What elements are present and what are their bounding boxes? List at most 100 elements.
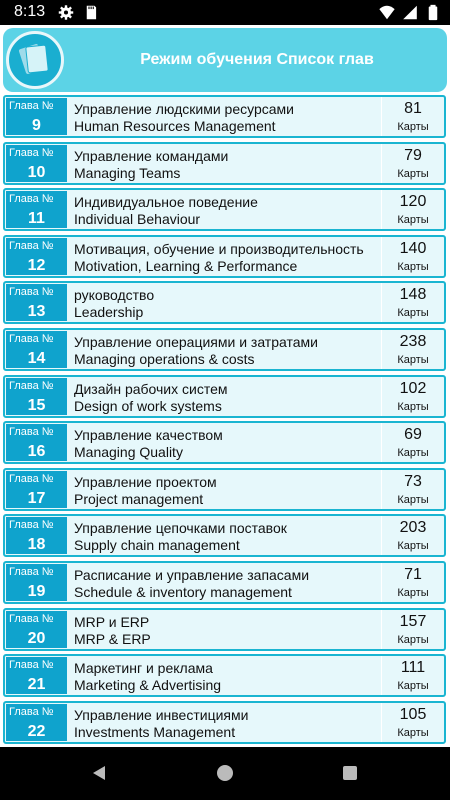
chapter-number: 10 [27, 163, 46, 181]
chapter-title-en: Managing Quality [74, 444, 183, 461]
chapter-row-18[interactable]: Глава № 18 Управление цепочками поставок Su… [3, 514, 446, 558]
chapter-badge: Глава № 13 [6, 284, 67, 322]
card-count: 102 [399, 379, 427, 397]
chapter-title-en: MRP & ERP [74, 630, 151, 647]
chapter-number: 13 [27, 303, 46, 321]
chapter-title-en: Leadership [74, 304, 144, 321]
sd-card-icon [86, 5, 97, 20]
chapter-row-19[interactable]: Глава № 19 Расписание и управление запасам… [3, 561, 446, 604]
card-count-unit: Карты [397, 633, 429, 646]
chapter-title-en: Marketing & Advertising [74, 677, 222, 694]
chapter-number: 17 [27, 489, 46, 507]
chapter-prefix-label: Глава № [9, 566, 54, 578]
header-bar: Режим обучения Список глав [3, 28, 447, 92]
back-icon[interactable] [90, 763, 110, 783]
card-count-unit: Карты [397, 354, 429, 366]
signal-icon [403, 5, 417, 20]
card-count: 203 [399, 519, 427, 537]
chapter-prefix-label: Глава № [9, 472, 54, 485]
card-count-unit: Карты [397, 587, 429, 599]
chapter-title-en: Design of work systems [74, 397, 222, 414]
chapter-row-11[interactable]: Глава № 11 Индивидуальное поведение Individ… [3, 188, 446, 232]
chapter-number: 19 [27, 583, 46, 600]
status-bar: 8:13 [0, 0, 450, 25]
chapter-row-12[interactable]: Глава № 12 Мотивация, обучение и производи… [3, 234, 446, 278]
chapter-row-16[interactable]: Глава № 16 Управление качеством Managing Qu… [3, 421, 446, 465]
cards-logo-icon [18, 44, 49, 74]
chapter-title-ru: Управление операциями и затратами [74, 334, 318, 350]
row-divider [381, 423, 382, 463]
row-divider [381, 656, 382, 696]
card-count: 111 [400, 659, 426, 677]
chapter-badge: Глава № 14 [6, 331, 67, 368]
recents-icon[interactable] [340, 763, 360, 783]
card-count-unit: Карты [397, 167, 429, 180]
chapter-badge: Глава № 20 [6, 610, 67, 648]
card-count: 69 [404, 426, 422, 444]
chapter-number: 11 [28, 210, 45, 228]
navigation-bar [0, 747, 450, 800]
page-title: Режим обучения Список глав [140, 51, 374, 68]
card-count-unit: Карты [397, 726, 429, 739]
chapter-title-ru: Управление качеством [74, 427, 223, 444]
row-divider [381, 469, 382, 509]
chapter-title-ru: Мотивация, обучение и производительность [74, 240, 364, 257]
chapter-row-22[interactable]: Глава № 22 Управление инвестициями Investme… [3, 700, 446, 744]
chapter-title-ru: MRP и ERP [74, 613, 150, 630]
chapter-title-ru: Дизайн рабочих систем [74, 380, 228, 397]
chapter-title-en: Managing operations & costs [74, 351, 255, 367]
chapter-row-17[interactable]: Глава № 17 Управление проектом Project mana… [3, 467, 446, 511]
card-count: 105 [399, 705, 427, 723]
card-count-unit: Карты [397, 121, 429, 133]
chapter-row-9[interactable]: Глава № 9 Управление людскими ресурсами Hum… [3, 95, 446, 138]
status-time: 8:13 [14, 3, 46, 20]
chapter-number: 18 [27, 536, 46, 554]
chapter-row-14[interactable]: Глава № 14 Управление операциями и затрата… [3, 328, 446, 371]
chapter-prefix-label: Глава № [9, 659, 54, 672]
card-count-unit: Карты [397, 307, 429, 320]
row-divider [381, 283, 382, 323]
chapter-prefix-label: Глава № [9, 426, 54, 439]
row-divider [381, 563, 382, 602]
row-divider [381, 702, 382, 742]
chapter-title-en: Motivation, Learning & Performance [74, 257, 298, 274]
chapter-title-en: Supply chain management [74, 537, 240, 554]
home-icon[interactable] [215, 763, 235, 783]
card-count-unit: Карты [397, 214, 429, 227]
chapter-title-ru: Расписание и управление запасами [74, 567, 310, 583]
chapter-prefix-label: Глава № [9, 705, 54, 718]
card-count-unit: Карты [397, 540, 429, 553]
chapter-title-en: Project management [74, 490, 204, 507]
chapter-prefix-label: Глава № [9, 286, 54, 299]
chapter-prefix-label: Глава № [9, 379, 54, 392]
chapter-row-15[interactable]: Глава № 15 Дизайн рабочих систем Design of … [3, 374, 446, 418]
card-count-unit: Карты [397, 493, 429, 506]
card-count: 71 [404, 566, 422, 583]
chapter-title-en: Individual Behaviour [74, 211, 201, 228]
card-count: 157 [399, 612, 427, 630]
card-count: 140 [399, 239, 427, 257]
row-divider [381, 143, 382, 183]
chapter-number: 16 [27, 443, 46, 461]
chapter-badge: Глава № 12 [6, 237, 67, 275]
chapter-row-21[interactable]: Глава № 21 Маркетинг и реклама Marketing & … [3, 654, 446, 698]
chapter-number: 21 [27, 676, 46, 694]
card-count: 79 [404, 146, 422, 164]
app-screen: Режим обучения Список глав Глава № 9 Управ… [0, 25, 450, 747]
chapter-row-10[interactable]: Глава № 10 Управление командами Managing Te… [3, 141, 446, 185]
chapter-badge: Глава № 21 [6, 657, 67, 695]
chapter-title-ru: Маркетинг и реклама [74, 660, 213, 677]
card-count-unit: Карты [397, 400, 429, 413]
chapter-badge: Глава № 11 [6, 191, 67, 229]
chapter-title-en: Investments Management [74, 723, 236, 740]
chapter-row-20[interactable]: Глава № 20 MRP и ERP MRP & ERP 157 Карты [3, 607, 446, 651]
chapter-title-en: Human Resources Management [74, 118, 276, 134]
chapter-number: 15 [27, 396, 46, 414]
chapter-number: 22 [27, 722, 46, 740]
chapter-prefix-label: Глава № [9, 612, 54, 625]
card-count: 148 [399, 286, 427, 304]
wifi-icon [379, 5, 395, 20]
card-count-unit: Карты [397, 680, 429, 693]
row-divider [381, 190, 382, 230]
chapter-row-13[interactable]: Глава № 13 руководство Leadership 148 Карты [3, 281, 446, 325]
